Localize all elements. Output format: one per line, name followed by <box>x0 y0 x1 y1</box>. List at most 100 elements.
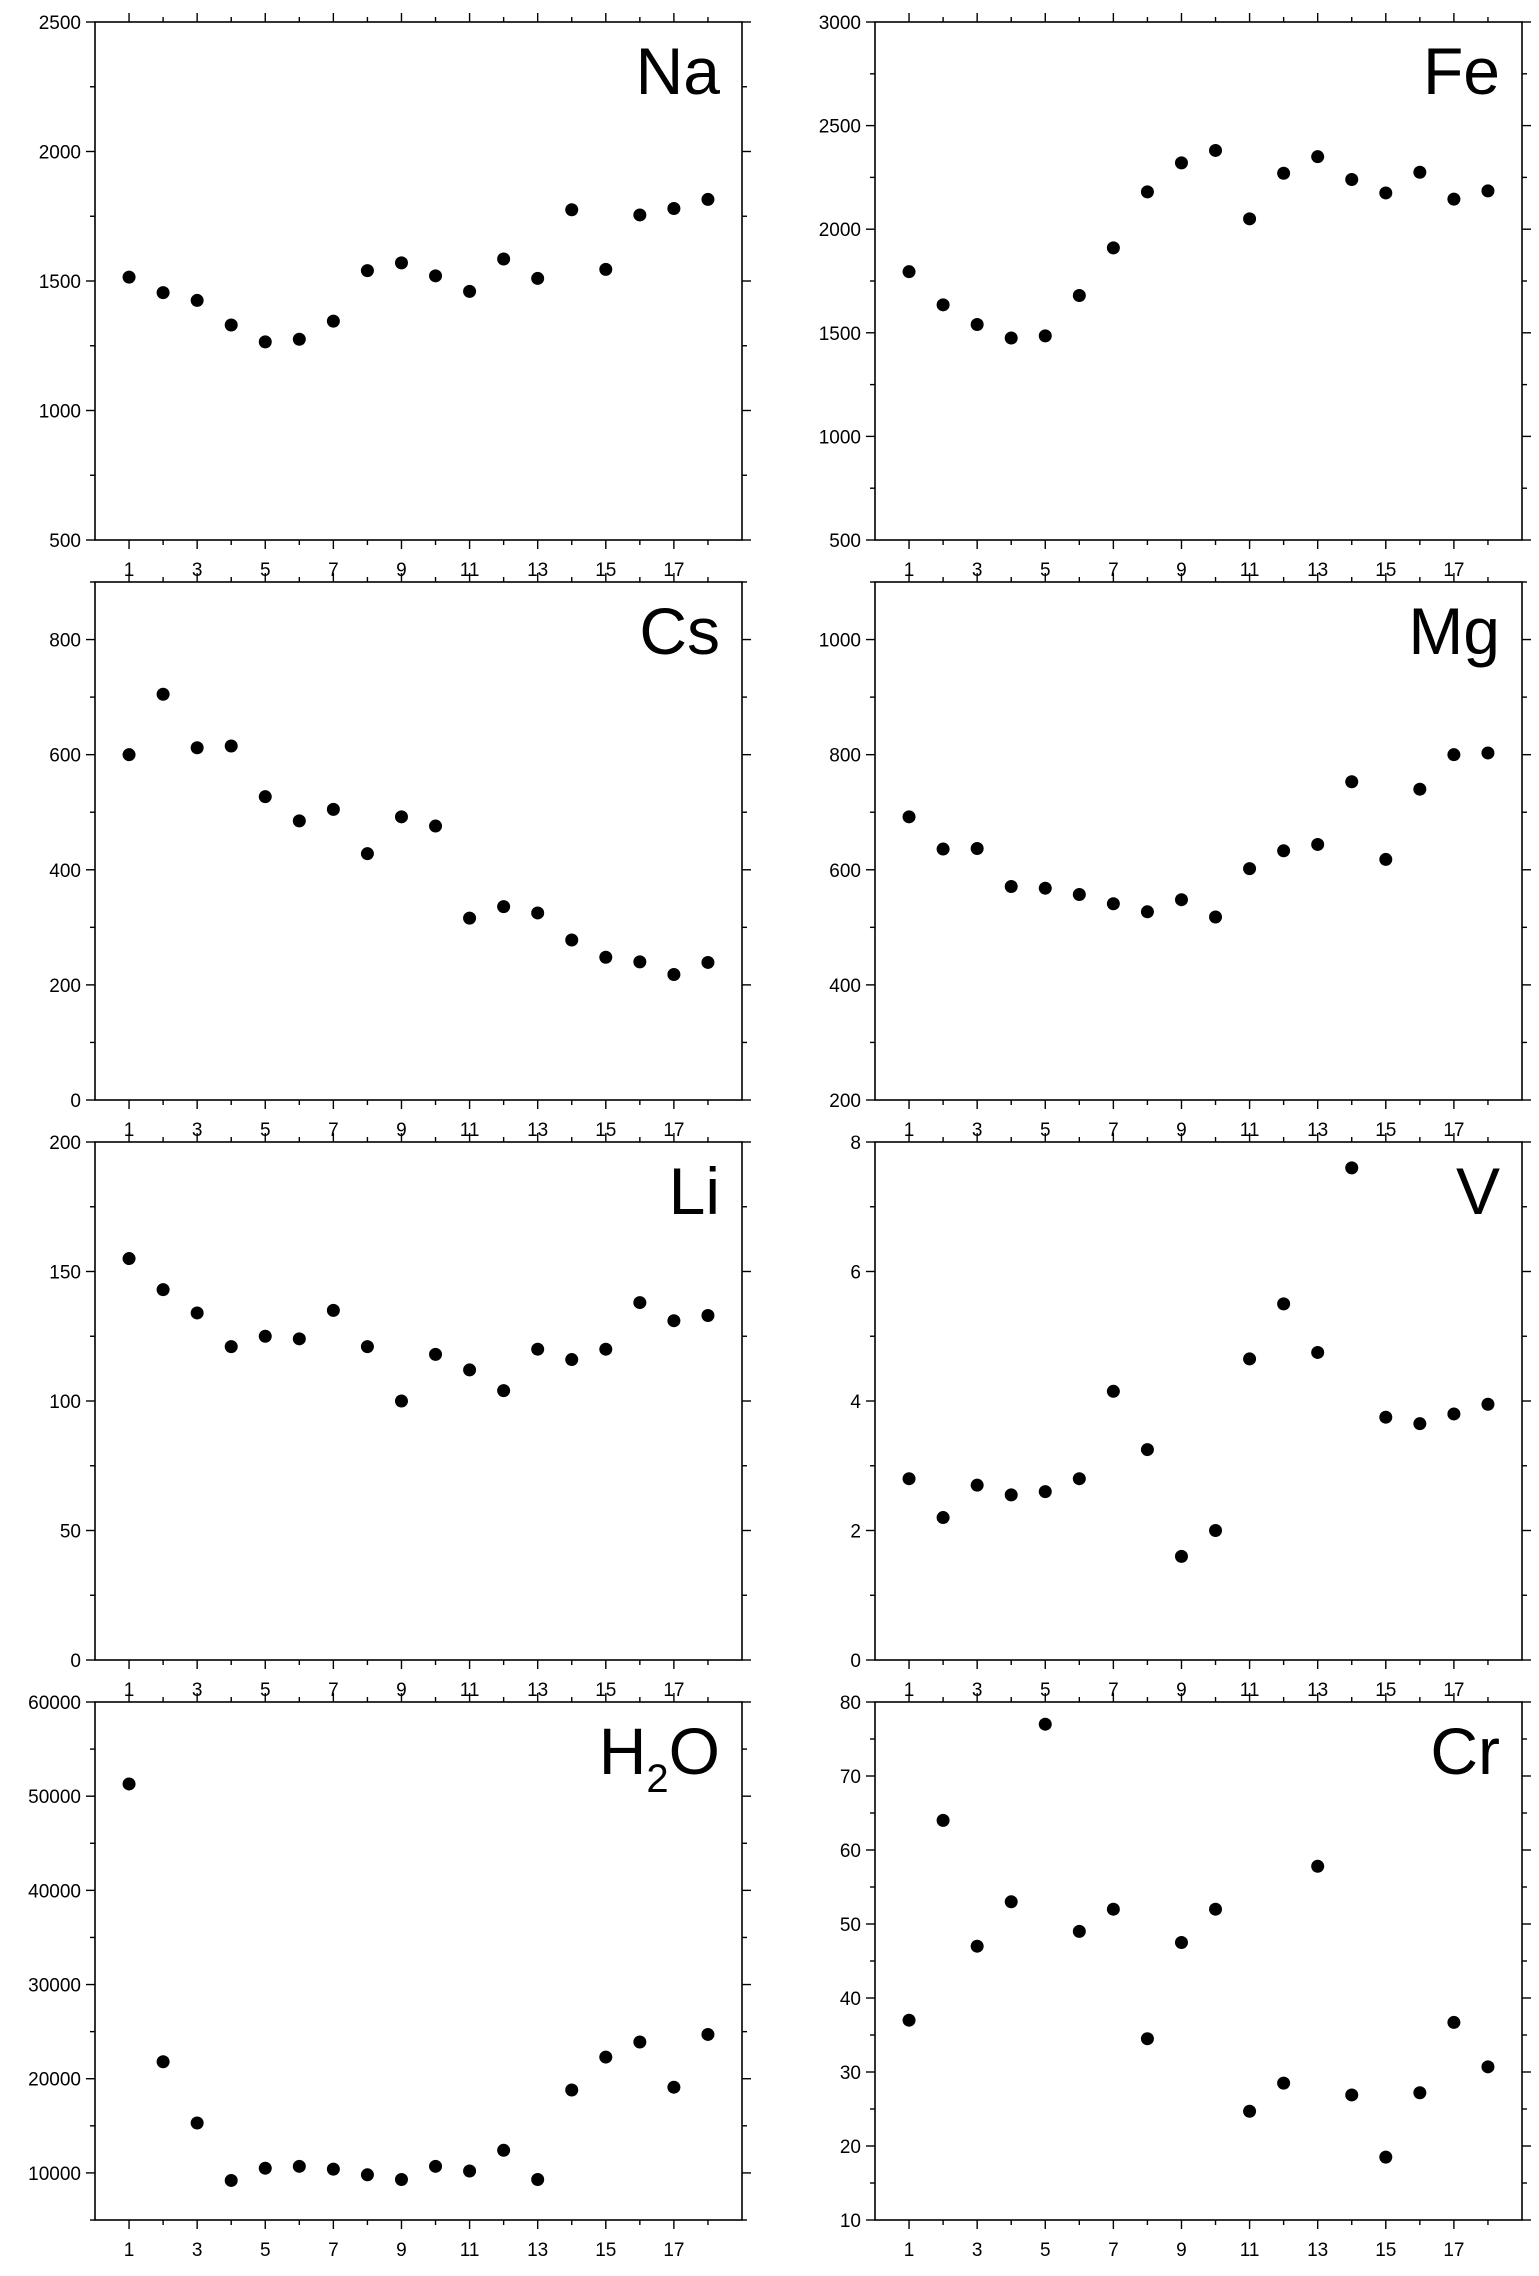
x-tick-label: 7 <box>1108 2240 1119 2261</box>
y-tick-label: 1000 <box>819 631 861 652</box>
y-tick-label: 2 <box>850 1522 861 1543</box>
data-point <box>902 810 916 824</box>
data-point <box>1106 1384 1120 1398</box>
panel-title-main: Li <box>669 1154 720 1228</box>
x-tick-label: 17 <box>663 2240 684 2261</box>
y-tick-label: 70 <box>840 1767 861 1788</box>
x-tick-label: 11 <box>460 560 480 581</box>
panel-title: Cr <box>1430 1714 1500 1788</box>
y-tick-label: 50000 <box>28 1787 81 1808</box>
x-tick-label: 3 <box>972 2240 983 2261</box>
panel-title-main: Na <box>636 34 721 108</box>
data-point <box>902 2013 916 2027</box>
x-tick-label: 1 <box>124 1680 135 1701</box>
x-tick-label: 7 <box>328 1120 339 1141</box>
data-point <box>1413 782 1427 796</box>
x-tick-label: 15 <box>1375 1120 1396 1141</box>
data-point <box>1209 1902 1223 1916</box>
x-tick-label: 13 <box>527 1120 548 1141</box>
data-point <box>1311 1345 1325 1359</box>
x-tick-label: 3 <box>972 560 983 581</box>
data-point <box>1209 143 1223 157</box>
data-point <box>1072 1472 1086 1486</box>
data-point <box>599 2050 613 2064</box>
data-point <box>667 2080 681 2094</box>
data-point <box>224 1340 238 1354</box>
x-tick-label: 13 <box>1307 1120 1328 1141</box>
x-tick-label: 9 <box>396 560 407 581</box>
y-tick-label: 40000 <box>28 1881 81 1902</box>
x-tick-label: 7 <box>328 2240 339 2261</box>
x-tick-label: 9 <box>1176 560 1187 581</box>
y-tick-label: 3000 <box>819 13 861 34</box>
data-point <box>633 955 647 969</box>
x-tick-label: 13 <box>1307 560 1328 581</box>
x-tick-label: 3 <box>972 1120 983 1141</box>
data-point <box>1379 186 1393 200</box>
data-point <box>360 264 374 278</box>
plot-frame <box>874 1701 1523 2221</box>
data-point <box>258 2161 272 2175</box>
data-point <box>1106 1902 1120 1916</box>
x-tick-label: 1 <box>904 1120 915 1141</box>
data-point <box>1038 1717 1052 1731</box>
x-tick-label: 9 <box>396 1680 407 1701</box>
data-point <box>701 192 715 206</box>
data-point <box>463 911 477 925</box>
data-point <box>429 1347 443 1361</box>
data-point <box>292 1332 306 1346</box>
data-point <box>463 2164 477 2178</box>
data-point <box>224 318 238 332</box>
plot-frame <box>94 1141 743 1661</box>
data-point <box>531 1342 545 1356</box>
y-tick-label: 8 <box>850 1133 861 1154</box>
y-tick-label: 600 <box>49 746 81 767</box>
x-tick-label: 9 <box>396 2240 407 2261</box>
y-tick-label: 2000 <box>819 220 861 241</box>
data-point <box>497 1384 511 1398</box>
data-point <box>190 1306 204 1320</box>
data-point <box>1174 1549 1188 1563</box>
data-point <box>1481 184 1495 198</box>
y-tick-label: 200 <box>49 976 81 997</box>
data-point <box>1277 1297 1291 1311</box>
plot-frame <box>94 581 743 1101</box>
data-point <box>1345 172 1359 186</box>
x-tick-label: 9 <box>1176 1120 1187 1141</box>
data-point <box>970 841 984 855</box>
panel-title-main: Fe <box>1423 34 1500 108</box>
x-tick-label: 7 <box>328 560 339 581</box>
data-point <box>599 950 613 964</box>
x-tick-label: 5 <box>1040 560 1051 581</box>
x-tick-label: 15 <box>595 1680 616 1701</box>
panel-title-tail: O <box>669 1714 720 1788</box>
panel-title: V <box>1456 1154 1500 1228</box>
y-tick-label: 1000 <box>819 427 861 448</box>
data-point <box>1072 289 1086 303</box>
data-point <box>936 1813 950 1827</box>
panel-title: Fe <box>1423 34 1500 108</box>
data-point <box>1447 748 1461 762</box>
y-tick-label: 800 <box>829 746 861 767</box>
x-tick-label: 1 <box>904 1680 915 1701</box>
y-tick-label: 30000 <box>28 1976 81 1997</box>
data-point <box>701 2027 715 2041</box>
data-point <box>970 1478 984 1492</box>
x-tick-label: 3 <box>192 2240 203 2261</box>
data-point <box>565 1353 579 1367</box>
data-point <box>1413 165 1427 179</box>
x-tick-label: 17 <box>1443 2240 1464 2261</box>
y-tick-label: 400 <box>829 976 861 997</box>
y-tick-label: 20000 <box>28 2070 81 2091</box>
x-tick-label: 7 <box>1108 1120 1119 1141</box>
data-point <box>667 1314 681 1328</box>
data-point <box>1004 879 1018 893</box>
data-point <box>565 203 579 217</box>
y-tick-label: 1500 <box>819 324 861 345</box>
data-point <box>394 2173 408 2187</box>
